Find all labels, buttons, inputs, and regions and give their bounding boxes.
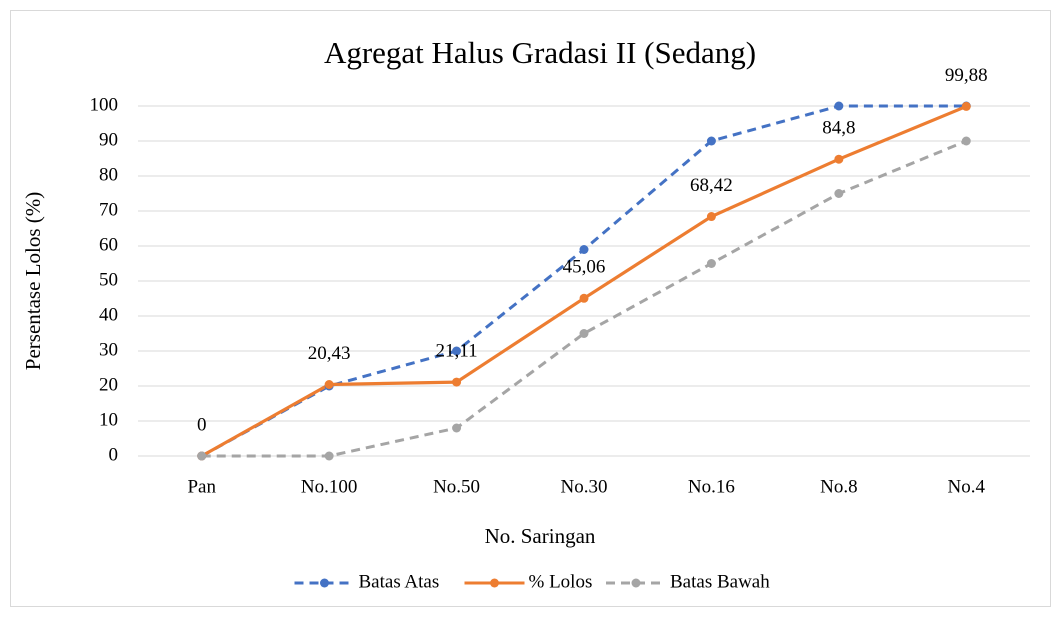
legend-label: % Lolos [529, 571, 593, 592]
data-point [197, 451, 207, 461]
data-point [579, 293, 589, 303]
data-point [834, 154, 844, 164]
y-tick-label: 50 [99, 269, 118, 290]
data-point [452, 346, 462, 356]
legend-marker [490, 578, 499, 588]
data-label: 99,88 [945, 65, 988, 86]
legend-marker [631, 578, 641, 588]
legend-label: Batas Bawah [670, 571, 770, 592]
y-tick-label: 70 [99, 199, 118, 220]
chart-title: Agregat Halus Gradasi II (Sedang) [324, 35, 756, 70]
data-point [324, 451, 334, 461]
data-point [834, 101, 844, 111]
y-tick-label: 30 [99, 339, 118, 360]
x-tick-label: No.8 [820, 476, 857, 497]
data-label: 20,43 [308, 343, 351, 364]
data-label: 84,8 [822, 118, 855, 139]
y-tick-label: 100 [90, 94, 119, 115]
y-tick-label: 80 [99, 164, 118, 185]
data-label: 45,06 [563, 257, 606, 278]
data-point [706, 259, 716, 268]
x-tick-label: Pan [187, 476, 216, 497]
data-point [961, 136, 971, 146]
x-tick-label: No.4 [948, 476, 986, 497]
data-point [452, 377, 462, 387]
data-point [706, 212, 716, 222]
y-tick-label: 60 [99, 234, 118, 255]
data-label: 0 [197, 414, 207, 435]
x-tick-label: No.30 [561, 476, 608, 497]
y-axis-title: Persentase Lolos (%) [21, 192, 45, 370]
x-axis-title: No. Saringan [485, 524, 596, 548]
y-tick-label: 0 [109, 444, 119, 465]
x-tick-label: No.50 [433, 476, 480, 497]
data-point [834, 189, 844, 198]
x-tick-label: No.100 [301, 476, 357, 497]
legend-marker [320, 578, 329, 588]
data-point [324, 379, 334, 389]
y-tick-label: 90 [99, 129, 118, 150]
y-tick-label: 20 [99, 374, 118, 395]
data-point [579, 245, 589, 254]
chart-border [10, 10, 1051, 607]
data-label: 21,11 [436, 340, 478, 361]
data-label: 68,42 [690, 175, 733, 196]
y-tick-label: 40 [99, 304, 118, 325]
y-tick-label: 10 [99, 409, 118, 430]
data-point [452, 423, 462, 433]
data-point [706, 136, 716, 146]
legend-label: Batas Atas [359, 571, 440, 592]
data-point [579, 329, 589, 338]
data-point [961, 101, 971, 111]
x-tick-label: No.16 [688, 476, 735, 497]
